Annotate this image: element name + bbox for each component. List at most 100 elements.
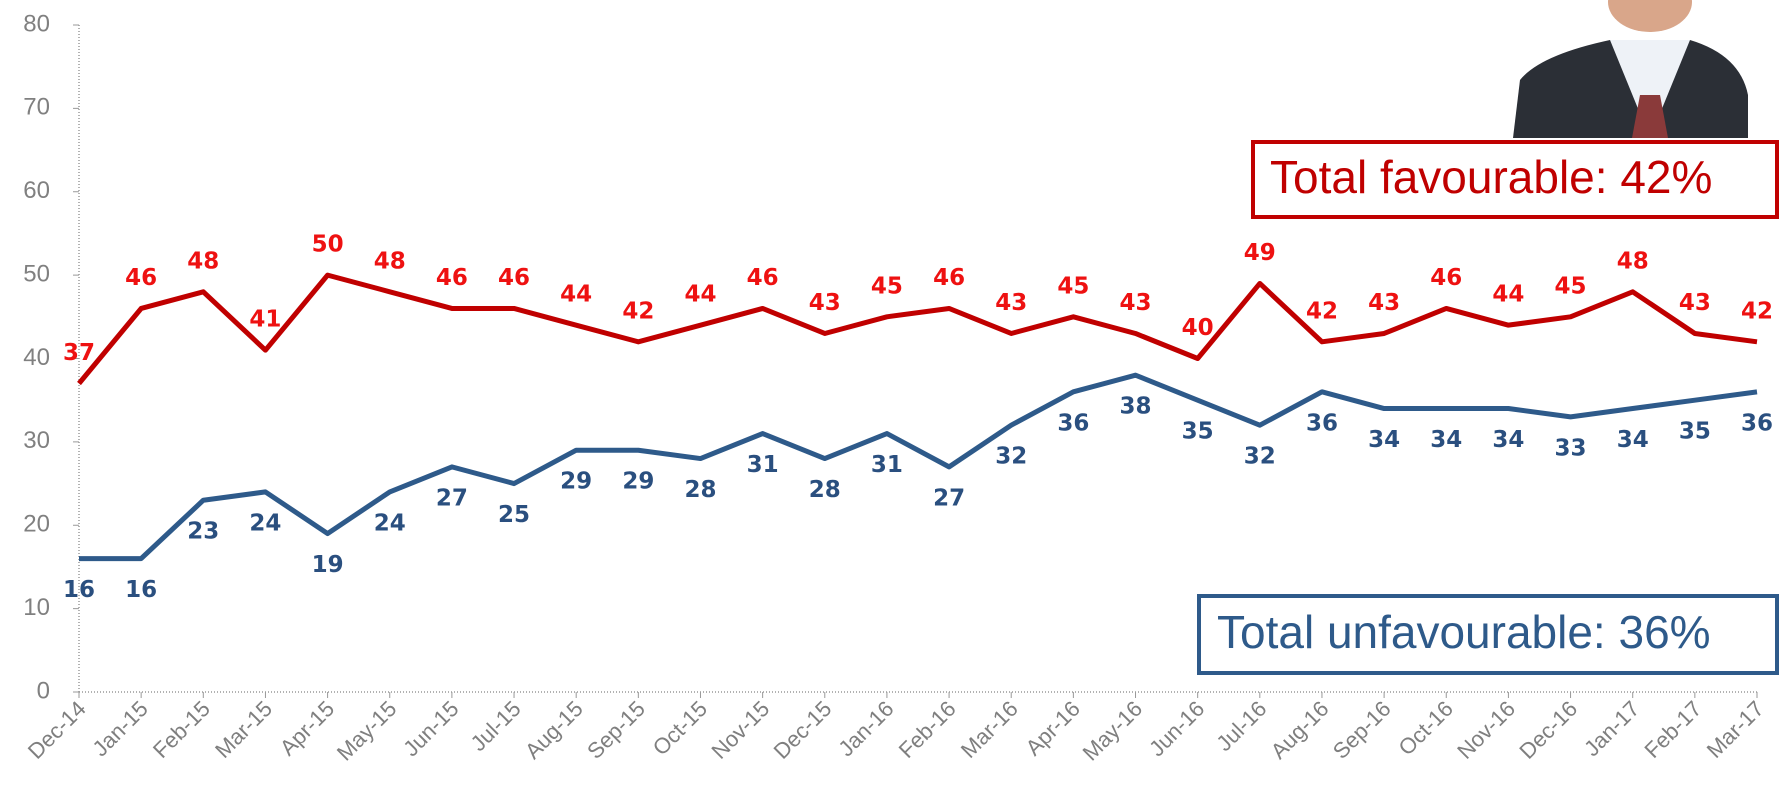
- data-label: 46: [125, 265, 157, 291]
- y-tick-label: 20: [23, 511, 50, 538]
- x-tick-label: Mar-17: [1702, 696, 1769, 763]
- data-label: 45: [1555, 273, 1587, 299]
- x-tick-label: Aug-15: [520, 696, 588, 764]
- x-tick-label: Dec-15: [769, 696, 837, 764]
- data-label: 46: [498, 265, 530, 291]
- data-label: 37: [63, 340, 95, 366]
- data-label: 28: [684, 477, 716, 503]
- data-label: 44: [1492, 282, 1524, 308]
- data-label: 48: [374, 248, 406, 274]
- data-label: 34: [1368, 427, 1400, 453]
- y-tick-label: 40: [23, 344, 50, 371]
- data-label: 48: [1617, 248, 1649, 274]
- data-label: 40: [1182, 315, 1214, 341]
- data-label: 44: [684, 282, 716, 308]
- data-label: 38: [1120, 394, 1152, 420]
- x-tick-label: Aug-16: [1266, 696, 1334, 764]
- data-label: 49: [1244, 240, 1276, 266]
- x-tick-label: Dec-16: [1514, 696, 1582, 764]
- x-tick-label: May-16: [1078, 696, 1148, 766]
- data-label: 43: [1120, 290, 1152, 316]
- data-label: 43: [995, 290, 1027, 316]
- data-label: 44: [560, 282, 592, 308]
- x-tick-label: Oct-15: [648, 696, 712, 760]
- x-tick-label: Feb-15: [148, 696, 215, 763]
- x-tick-label: Jun-16: [1144, 696, 1209, 761]
- data-label: 43: [1679, 290, 1711, 316]
- x-tick-label: Apr-16: [1021, 696, 1085, 760]
- annotation-box: [1197, 594, 1779, 675]
- data-label: 35: [1182, 419, 1214, 445]
- x-tick-label: Apr-15: [275, 696, 339, 760]
- x-tick-label: Dec-14: [23, 696, 91, 764]
- x-tick-label: Jul-16: [1211, 696, 1271, 756]
- x-tick-label: Nov-16: [1452, 696, 1520, 764]
- x-tick-label: Jul-15: [466, 696, 526, 756]
- data-label: 29: [622, 469, 654, 495]
- x-tick-label: Jan-16: [833, 696, 898, 761]
- data-label: 33: [1555, 435, 1587, 461]
- data-label: 36: [1741, 410, 1773, 436]
- y-tick-label: 70: [23, 94, 50, 121]
- x-tick-label: Jan-17: [1579, 696, 1644, 761]
- x-tick-label: Mar-15: [210, 696, 277, 763]
- data-label: 36: [1306, 410, 1338, 436]
- data-label: 27: [933, 485, 965, 511]
- data-label: 50: [312, 232, 344, 258]
- data-label: 34: [1617, 427, 1649, 453]
- data-label: 45: [1057, 273, 1089, 299]
- data-label: 46: [933, 265, 965, 291]
- data-label: 45: [871, 273, 903, 299]
- data-label: 16: [125, 577, 157, 603]
- y-tick-label: 80: [23, 10, 50, 37]
- data-label: 36: [1057, 410, 1089, 436]
- data-label: 35: [1679, 419, 1711, 445]
- x-tick-label: May-15: [332, 696, 402, 766]
- y-tick-label: 50: [23, 260, 50, 287]
- annotation: Total unfavourable: 36%: [1217, 606, 1711, 658]
- annotation-box: [1251, 140, 1779, 219]
- x-tick-label: Jun-15: [398, 696, 463, 761]
- x-tick-label: Mar-16: [956, 696, 1023, 763]
- data-label: 41: [249, 307, 281, 333]
- data-label: 42: [1741, 298, 1773, 324]
- data-label: 46: [436, 265, 468, 291]
- x-tick-label: Jan-15: [88, 696, 153, 761]
- data-label: 23: [187, 519, 219, 545]
- portrait: [1513, 0, 1748, 138]
- line: [77, 272, 1758, 386]
- annotation: Total favourable: 42%: [1270, 151, 1712, 203]
- data-label: 34: [1492, 427, 1524, 453]
- data-label: 43: [1368, 290, 1400, 316]
- x-tick-label: Sep-16: [1328, 696, 1396, 764]
- data-label: 34: [1430, 427, 1462, 453]
- y-tick-label: 0: [37, 677, 50, 704]
- y-tick-label: 10: [23, 594, 50, 621]
- data-label: 42: [1306, 298, 1338, 324]
- data-label: 43: [809, 290, 841, 316]
- y-tick-label: 60: [23, 177, 50, 204]
- data-label: 48: [187, 248, 219, 274]
- data-label: 19: [312, 552, 344, 578]
- data-label: 31: [747, 452, 779, 478]
- x-tick-label: Sep-15: [582, 696, 650, 764]
- data-label: 24: [249, 510, 281, 536]
- x-tick-label: Feb-17: [1640, 696, 1707, 763]
- data-label: 42: [622, 298, 654, 324]
- data-label: 27: [436, 485, 468, 511]
- y-tick-label: 30: [23, 427, 50, 454]
- x-tick-label: Nov-15: [706, 696, 774, 764]
- line: [79, 372, 1758, 562]
- data-label: 46: [1430, 265, 1462, 291]
- data-label: 25: [498, 502, 530, 528]
- data-label: 16: [63, 577, 95, 603]
- data-label: 32: [995, 444, 1027, 470]
- data-label: 24: [374, 510, 406, 536]
- x-tick-label: Feb-16: [894, 696, 961, 763]
- data-label: 29: [560, 469, 592, 495]
- data-label: 28: [809, 477, 841, 503]
- data-label: 46: [747, 265, 779, 291]
- data-label: 32: [1244, 444, 1276, 470]
- x-tick-label: Oct-16: [1394, 696, 1458, 760]
